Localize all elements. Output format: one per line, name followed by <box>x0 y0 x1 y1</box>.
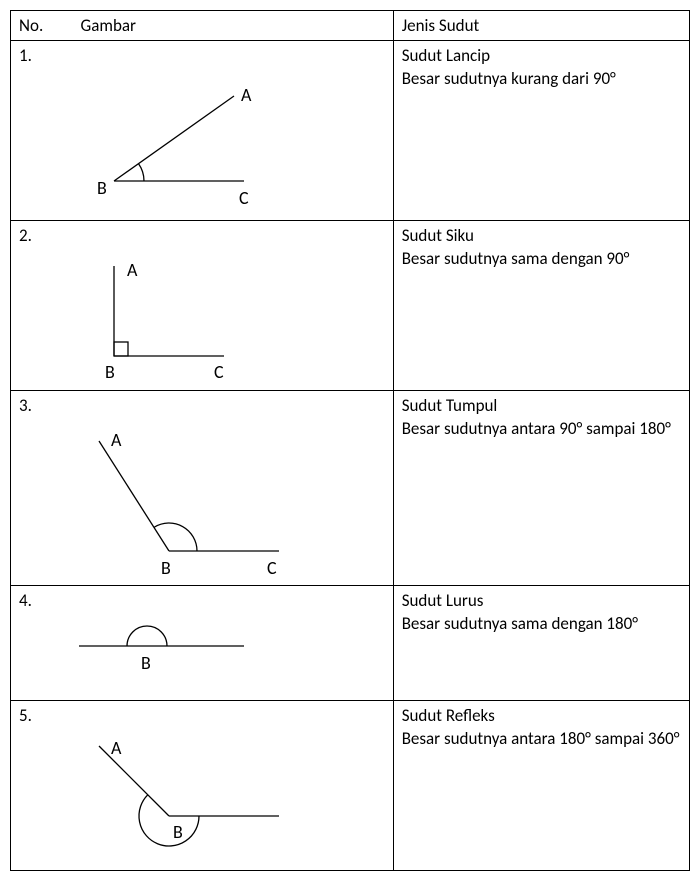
cell-gambar: 2. A C B <box>11 221 394 391</box>
angle-diagram: A C B <box>19 416 385 581</box>
row-number: 5. <box>19 705 385 726</box>
cell-jenis: Sudut RefleksBesar sudutnya antara 180° … <box>393 701 689 871</box>
svg-text:B: B <box>105 361 115 383</box>
cell-jenis: Sudut LancipBesar sudutnya kurang dari 9… <box>393 41 689 221</box>
cell-gambar: 3. A C B <box>11 391 394 586</box>
svg-text:A: A <box>111 429 122 451</box>
row-number: 2. <box>19 225 385 246</box>
angle-type-body: Besar sudutnya kurang dari 90° <box>402 68 681 89</box>
cell-gambar: 5.AB <box>11 701 394 871</box>
svg-text:B: B <box>173 821 183 843</box>
cell-jenis: Sudut TumpulBesar sudutnya antara 90° sa… <box>393 391 689 586</box>
angle-type-body: Besar sudutnya sama dengan 90° <box>402 248 681 269</box>
svg-text:A: A <box>127 259 138 281</box>
angle-diagram: B <box>19 611 385 696</box>
table-row: 4. B Sudut LurusBesar sudutnya sama dengan… <box>11 586 690 701</box>
angle-type-title: Sudut Refleks <box>402 705 681 726</box>
svg-text:B: B <box>141 652 151 674</box>
header-jenis-text: Jenis Sudut <box>402 15 480 36</box>
angle-type-title: Sudut Siku <box>402 225 681 246</box>
angle-type-body: Besar sudutnya antara 90° sampai 180° <box>402 418 681 439</box>
header-jenis: Jenis Sudut <box>393 11 689 41</box>
row-number: 1. <box>19 45 385 66</box>
angle-diagram: A C B <box>19 66 385 216</box>
angle-type-title: Sudut Lurus <box>402 590 681 611</box>
table-row: 2. A C B Sudut SikuBesar sudutnya sama denga… <box>11 221 690 391</box>
table-row: 5.ABSudut RefleksBesar sudutnya antara 1… <box>11 701 690 871</box>
svg-text:C: C <box>239 187 249 209</box>
angle-type-body: Besar sudutnya antara 180° sampai 360° <box>402 728 681 749</box>
header-gambar-text: Gambar <box>81 15 136 36</box>
angle-type-title: Sudut Lancip <box>402 45 681 66</box>
header-gambar: Gambar <box>73 11 394 41</box>
cell-gambar: 1. A C B <box>11 41 394 221</box>
row-number: 3. <box>19 395 385 416</box>
svg-text:B: B <box>161 557 171 579</box>
header-no: No. <box>11 11 73 41</box>
cell-jenis: Sudut LurusBesar sudutnya sama dengan 18… <box>393 586 689 701</box>
cell-jenis: Sudut SikuBesar sudutnya sama dengan 90° <box>393 221 689 391</box>
table-row: 1. A C B Sudut LancipBesar sudutnya kurang d… <box>11 41 690 221</box>
svg-text:C: C <box>214 361 224 383</box>
angle-type-body: Besar sudutnya sama dengan 180° <box>402 613 681 634</box>
svg-text:C: C <box>267 557 277 579</box>
cell-gambar: 4. B <box>11 586 394 701</box>
svg-text:A: A <box>111 737 122 759</box>
row-number: 4. <box>19 590 385 611</box>
header-no-text: No. <box>19 15 43 36</box>
table-header-row: No. Gambar Jenis Sudut <box>11 11 690 41</box>
angle-types-table: No. Gambar Jenis Sudut 1. A C B Sudut Lancip… <box>10 10 690 871</box>
table-row: 3. A C B Sudut TumpulBesar sudutnya antara 9… <box>11 391 690 586</box>
angle-diagram: AB <box>19 726 385 866</box>
angle-type-title: Sudut Tumpul <box>402 395 681 416</box>
angle-diagram: A C B <box>19 246 385 386</box>
svg-text:B: B <box>97 177 107 199</box>
svg-text:A: A <box>241 84 252 106</box>
